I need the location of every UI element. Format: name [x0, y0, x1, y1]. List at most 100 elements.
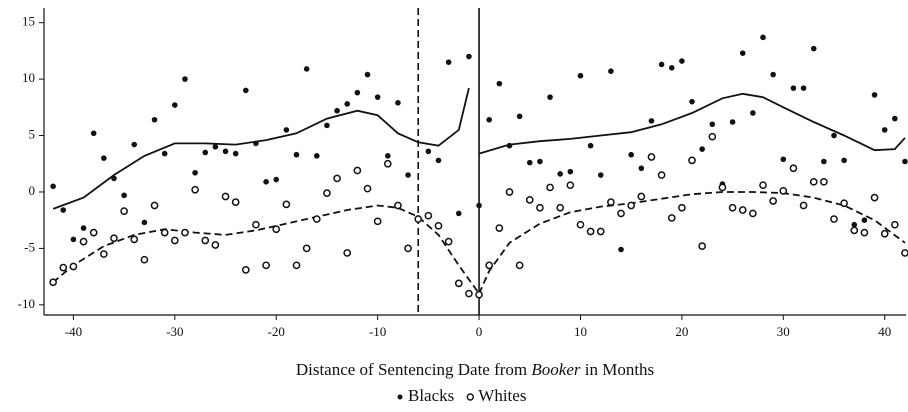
- point: [50, 183, 56, 190]
- point: [881, 127, 888, 133]
- point: [70, 236, 77, 243]
- x-tick-label: 40: [878, 324, 891, 339]
- point: [688, 156, 696, 165]
- point: [252, 220, 260, 229]
- point: [506, 142, 513, 149]
- point: [658, 61, 665, 68]
- point: [647, 153, 656, 161]
- point: [353, 166, 362, 175]
- y-tick-label: 15: [22, 14, 35, 29]
- point: [789, 164, 798, 173]
- point: [263, 179, 269, 185]
- point: [151, 116, 158, 123]
- x-tick-label: -40: [65, 324, 82, 339]
- point: [547, 94, 553, 100]
- point: [769, 197, 778, 205]
- point: [860, 228, 869, 237]
- point: [363, 184, 372, 193]
- point: [728, 203, 737, 212]
- point: [708, 132, 717, 141]
- point: [323, 189, 331, 197]
- point: [466, 53, 472, 60]
- point: [454, 279, 463, 288]
- point: [344, 101, 351, 107]
- point: [861, 217, 868, 223]
- point: [333, 174, 341, 183]
- point: [211, 241, 220, 249]
- point: [486, 116, 492, 123]
- point: [59, 263, 68, 272]
- x-tick-label: 20: [675, 324, 688, 339]
- point: [334, 107, 340, 114]
- point: [738, 206, 747, 214]
- point: [404, 244, 412, 253]
- point: [821, 158, 827, 165]
- point: [667, 214, 676, 222]
- point: [505, 188, 514, 196]
- point: [181, 228, 189, 237]
- point: [627, 201, 636, 210]
- point: [841, 157, 847, 164]
- point: [820, 177, 828, 186]
- x-tick-label: 10: [574, 324, 587, 339]
- point: [90, 130, 97, 137]
- point: [191, 185, 199, 194]
- point: [760, 34, 766, 41]
- legend-marker: [397, 394, 403, 400]
- point: [60, 207, 67, 213]
- point: [749, 209, 757, 218]
- point: [810, 45, 817, 52]
- y-tick-label: -10: [18, 296, 35, 311]
- point: [567, 168, 574, 175]
- x-tick-label: -20: [268, 324, 285, 339]
- point: [383, 159, 392, 168]
- legend-label: Whites: [478, 386, 526, 405]
- legend-label: Blacks: [408, 386, 454, 405]
- point: [262, 261, 270, 270]
- point: [770, 71, 776, 78]
- point: [699, 146, 705, 152]
- point: [111, 175, 117, 182]
- point: [192, 169, 198, 176]
- point: [273, 176, 280, 183]
- point: [170, 236, 179, 245]
- y-tick-label: 10: [22, 70, 35, 85]
- point: [476, 202, 482, 209]
- point: [496, 80, 503, 87]
- fit-line: [52, 87, 906, 210]
- point: [414, 215, 423, 223]
- point: [779, 186, 788, 195]
- point: [750, 110, 756, 116]
- point: [232, 150, 239, 157]
- point: [637, 192, 646, 201]
- point: [465, 289, 473, 298]
- point: [293, 151, 300, 158]
- point: [283, 127, 290, 133]
- x-tick-label: -30: [166, 324, 183, 339]
- point: [99, 250, 108, 258]
- point: [485, 261, 494, 270]
- point: [831, 132, 837, 139]
- point: [607, 198, 615, 206]
- point: [405, 172, 411, 178]
- point: [79, 237, 88, 246]
- point: [657, 171, 666, 179]
- point: [536, 203, 544, 212]
- point: [809, 177, 818, 186]
- y-tick-label: 5: [29, 127, 36, 142]
- point: [668, 65, 675, 71]
- point: [160, 228, 169, 237]
- x-tick-label: 30: [777, 324, 790, 339]
- point: [201, 236, 210, 245]
- point: [231, 198, 240, 206]
- point: [608, 68, 614, 75]
- x-tick-label: 0: [476, 324, 483, 339]
- point: [577, 72, 584, 79]
- point: [202, 149, 209, 156]
- point: [902, 158, 908, 165]
- point: [292, 261, 301, 270]
- point: [892, 115, 898, 122]
- x-axis-label: Distance of Sentencing Date from Booker …: [296, 360, 654, 379]
- point: [628, 151, 634, 158]
